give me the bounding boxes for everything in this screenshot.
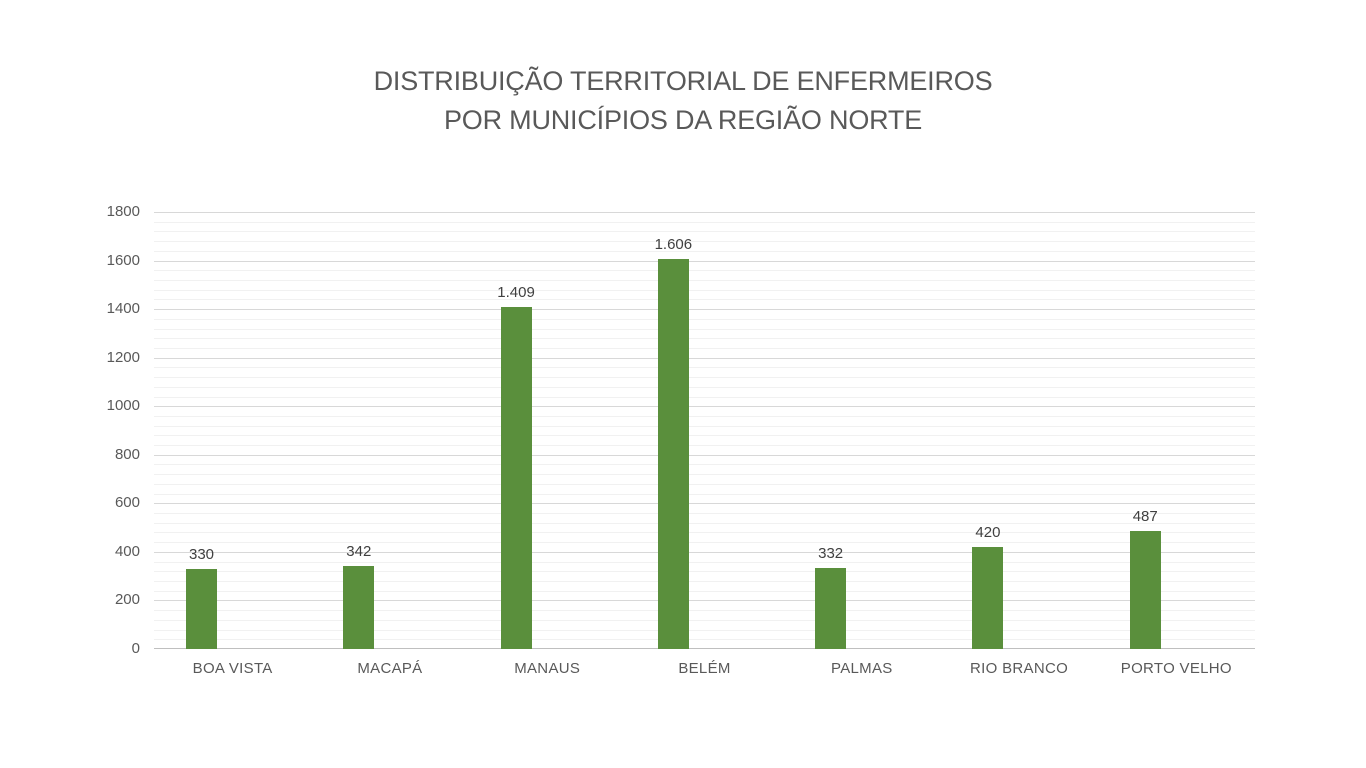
x-category-label: BOA VISTA (192, 660, 273, 677)
minor-gridline (154, 241, 1255, 243)
minor-gridline (154, 474, 1255, 476)
y-tick-label: 400 (114, 542, 140, 560)
bar (186, 569, 217, 649)
chart-title-line1: DISTRIBUIÇÃO TERRITORIAL DE ENFERMEIROS (373, 66, 993, 96)
chart-title: DISTRIBUIÇÃO TERRITORIAL DE ENFERMEIROS … (0, 62, 1366, 140)
minor-gridline (154, 435, 1255, 437)
bar-data-label: 330 (188, 546, 215, 563)
major-gridline (154, 357, 1255, 359)
y-tick-label: 1000 (106, 397, 140, 415)
minor-gridline (154, 464, 1255, 466)
bar (657, 259, 689, 649)
bar (815, 568, 847, 649)
y-tick-label: 1600 (106, 251, 140, 269)
minor-gridline (154, 299, 1255, 301)
y-tick-label: 600 (114, 494, 140, 512)
minor-gridline (154, 561, 1255, 563)
minor-gridline (154, 513, 1255, 515)
minor-gridline (154, 639, 1255, 641)
minor-gridline (154, 415, 1255, 417)
x-category-label: MACAPÁ (357, 660, 423, 677)
chart-title-line2: POR MUNICÍPIOS DA REGIÃO NORTE (443, 105, 923, 135)
major-gridline (154, 454, 1255, 456)
minor-gridline (154, 289, 1255, 291)
minor-gridline (154, 610, 1255, 612)
major-gridline (154, 260, 1255, 262)
minor-gridline (154, 221, 1255, 223)
minor-gridline (154, 270, 1255, 272)
minor-gridline (154, 445, 1255, 447)
y-tick-label: 1400 (106, 300, 140, 318)
x-category-label: BELÉM (678, 660, 731, 677)
y-axis-labels: 0 200 400 600 800 1000 1200 1400 1600 1800 (0, 0, 140, 768)
bar-data-label: 1.606 (654, 236, 693, 253)
x-category-label: MANAUS (514, 660, 581, 677)
plot-area: 330 BOA VISTA 342 MACAPÁ 1.409 MANAUS 1.606 BEL… (154, 212, 1255, 677)
bar-data-label: 1.409 (497, 284, 535, 301)
minor-gridline (154, 347, 1255, 349)
minor-gridline (154, 590, 1255, 592)
minor-gridline (154, 581, 1255, 583)
minor-gridline (154, 328, 1255, 330)
bar-data-label: 342 (346, 543, 372, 560)
major-gridline (154, 309, 1255, 311)
major-gridline (154, 212, 1255, 213)
minor-gridline (154, 250, 1255, 252)
major-gridline (154, 600, 1255, 602)
minor-gridline (154, 532, 1255, 534)
minor-gridline (154, 619, 1255, 621)
minor-gridline (154, 483, 1255, 485)
minor-gridline (154, 522, 1255, 524)
bar (343, 566, 375, 649)
y-tick-label: 1200 (106, 348, 140, 366)
bar-data-label: 332 (818, 545, 844, 562)
y-tick-label: 800 (114, 445, 140, 463)
x-category-label: RIO BRANCO (970, 660, 1069, 677)
major-gridline (154, 406, 1255, 408)
minor-gridline (154, 542, 1255, 544)
minor-gridline (154, 629, 1255, 631)
y-tick-label: 0 (131, 640, 140, 657)
bar-data-label: 420 (975, 524, 1001, 541)
y-tick-label: 200 (114, 591, 140, 609)
minor-gridline (154, 396, 1255, 398)
major-gridline (154, 551, 1255, 553)
minor-gridline (154, 231, 1255, 233)
x-axis-line (154, 648, 1255, 649)
bar-data-label: 487 (1132, 508, 1158, 525)
minor-gridline (154, 493, 1255, 495)
y-tick-label: 1800 (106, 203, 140, 220)
bar (972, 547, 1004, 649)
major-gridline (154, 503, 1255, 505)
bar (1129, 531, 1161, 649)
x-category-label: PORTO VELHO (1120, 660, 1232, 677)
minor-gridline (154, 377, 1255, 379)
minor-gridline (154, 386, 1255, 388)
minor-gridline (154, 318, 1255, 320)
minor-gridline (154, 571, 1255, 573)
minor-gridline (154, 338, 1255, 340)
minor-gridline (154, 279, 1255, 281)
minor-gridline (154, 425, 1255, 427)
bar (500, 307, 532, 649)
minor-gridline (154, 367, 1255, 369)
x-category-label: PALMAS (831, 660, 893, 677)
